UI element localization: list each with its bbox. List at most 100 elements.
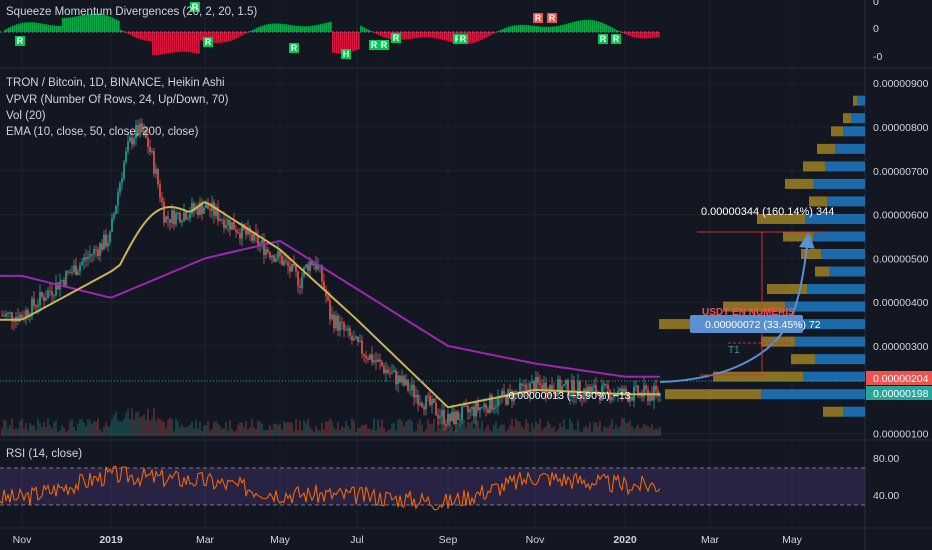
volume-bar — [371, 429, 373, 436]
squeeze-bar — [610, 26, 612, 32]
volume-bar — [27, 430, 29, 436]
vol-title[interactable]: Vol (20) — [6, 110, 46, 122]
candle-body — [335, 315, 337, 329]
candle-body — [81, 261, 83, 266]
candle-body — [203, 207, 205, 214]
rsi-axis: 80.00 40.00 — [873, 453, 899, 502]
volume-bar — [215, 420, 217, 436]
squeeze-bar — [514, 25, 516, 32]
ema50-line — [0, 201, 660, 409]
volume-bar — [653, 429, 655, 436]
squeeze-bar — [612, 27, 614, 32]
candle-body — [151, 151, 153, 153]
candle-body — [565, 380, 567, 385]
squeeze-bar — [32, 22, 34, 32]
volume-bar — [469, 422, 471, 436]
chart-title[interactable]: TRON / Bitcoin, 1D, BINANCE, Heikin Ashi — [6, 77, 225, 89]
squeeze-bar — [576, 21, 578, 32]
candle-body — [265, 249, 267, 256]
volume-bar — [337, 422, 339, 436]
candle-body — [221, 219, 223, 221]
volume-bar — [247, 429, 249, 436]
ema-title[interactable]: EMA (10, close, 50, close, 200, close) — [6, 126, 199, 138]
volume-bar — [273, 423, 275, 436]
volume-bar — [37, 418, 39, 436]
volume-bar — [9, 425, 11, 436]
squeeze-bar — [192, 32, 194, 53]
candle-body — [223, 219, 225, 228]
candle-body — [63, 279, 65, 286]
volume-bar — [597, 425, 599, 436]
volume-bar — [31, 425, 33, 436]
squeeze-bar — [322, 23, 324, 32]
volume-bar — [407, 419, 409, 436]
squeeze-bar — [616, 29, 618, 32]
time-axis[interactable]: Nov 2019 Mar May Jul Sep Nov 2020 Mar May — [13, 534, 803, 546]
squeeze-bar — [602, 22, 604, 32]
volume-bar — [289, 422, 291, 436]
drop-measure-label: -0.00000013 (−5.90%) −13 — [505, 390, 631, 402]
volume-bar — [367, 428, 369, 436]
squeeze-bar — [294, 25, 296, 32]
volume-bar — [453, 431, 455, 436]
vpvr-up-bar — [843, 406, 865, 417]
vpvr-up-bar — [827, 196, 865, 207]
squeeze-axis-label: 0 — [873, 23, 879, 35]
squeeze-bar — [160, 32, 162, 55]
squeeze-bar — [432, 32, 434, 38]
volume-bar — [415, 430, 417, 436]
squeeze-bar — [378, 32, 380, 36]
squeeze-bar — [110, 16, 112, 32]
vpvr-title[interactable]: VPVR (Number Of Rows, 24, Up/Down, 70) — [6, 94, 229, 106]
volume-bar — [25, 422, 27, 436]
squeeze-bar — [528, 25, 530, 32]
rsi-title[interactable]: RSI (14, close) — [6, 448, 82, 460]
volume-bar — [391, 423, 393, 436]
volume-bar — [109, 426, 111, 436]
squeeze-bar — [228, 32, 230, 42]
volume-bar — [623, 418, 625, 436]
squeeze-bar — [266, 24, 268, 32]
projection-drawing: 0.00000344 (160.14%) 344 USDT EN NUMERIS… — [505, 206, 834, 402]
candle-body — [91, 254, 93, 256]
squeeze-axis-label: 0 — [873, 0, 879, 8]
volume-bar — [357, 427, 359, 436]
candle-body — [163, 201, 165, 223]
candle-body — [605, 383, 607, 385]
volume-bar — [569, 418, 571, 436]
candle-body — [519, 383, 521, 393]
candle-body — [643, 385, 645, 397]
squeeze-bar — [366, 28, 368, 32]
squeeze-bar — [140, 32, 142, 40]
volume-bar — [629, 420, 631, 436]
volume-bar — [591, 431, 593, 436]
squeeze-bar — [52, 25, 54, 32]
squeeze-bar — [302, 26, 304, 32]
volume-bar — [171, 419, 173, 436]
candle-body — [611, 397, 613, 401]
volume-bar — [425, 429, 427, 436]
volume-bar — [637, 424, 639, 436]
candle-body — [511, 390, 513, 402]
squeeze-bar — [272, 23, 274, 32]
squeeze-bar — [388, 32, 390, 39]
candle-body — [295, 265, 297, 272]
volume-bar — [111, 419, 113, 436]
squeeze-bar — [426, 32, 428, 38]
candle-body — [45, 298, 47, 301]
volume-bar — [207, 420, 209, 436]
candle-body — [393, 370, 395, 373]
volume-bar — [95, 421, 97, 436]
volume-bar — [459, 424, 461, 436]
volume-bar — [643, 423, 645, 436]
squeeze-bar — [188, 32, 190, 53]
price-axis[interactable]: 0.00000900 0.00000800 0.00000700 0.00000600… — [873, 78, 929, 440]
vpvr-up-bar — [815, 354, 865, 365]
candle-body — [215, 207, 217, 216]
time-axis-label: Nov — [13, 534, 32, 546]
squeeze-title[interactable]: Squeeze Momentum Divergences (20, 2, 20,… — [6, 6, 257, 18]
vpvr-up-bar — [805, 213, 865, 224]
vpvr-up-bar — [829, 266, 865, 277]
volume-bar — [347, 426, 349, 436]
